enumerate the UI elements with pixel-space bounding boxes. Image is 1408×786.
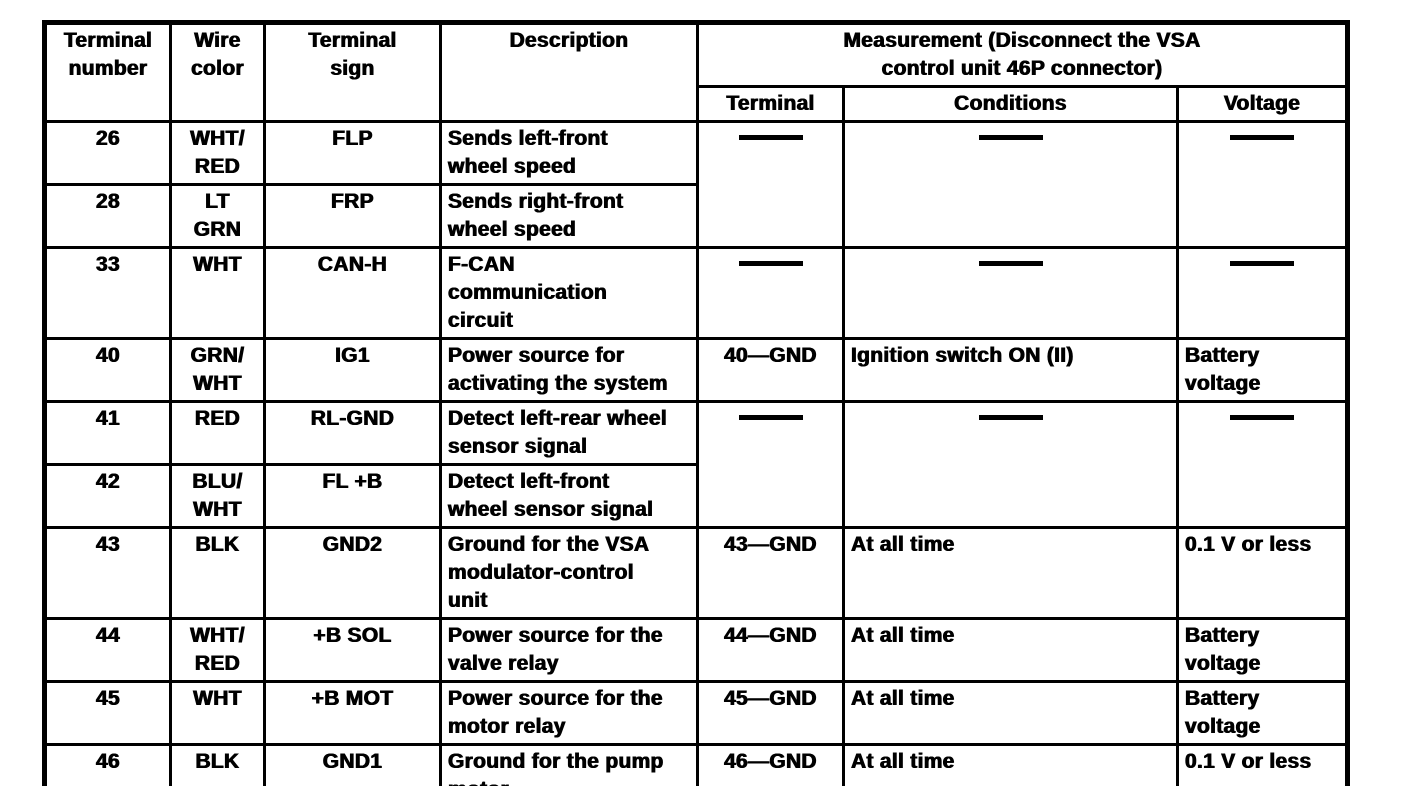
wire-color-cell: WHT xyxy=(169,246,266,340)
description-cell: Ground for the pump motor xyxy=(439,743,699,786)
terminal-sign-cell: RL-GND xyxy=(263,400,442,466)
measurement-voltage-cell: 0.1 V or less xyxy=(1175,743,1350,786)
description-cell: F-CAN communication circuit xyxy=(439,246,699,340)
measurement-terminal-cell xyxy=(696,120,845,249)
header-wire-color: Wire color xyxy=(169,21,266,123)
table-row-terminal-42: 42 BLU/ WHT FL +B Detect left-front whee… xyxy=(43,463,1348,529)
table-row-terminal-45: 45 WHT +B MOT Power source for the motor… xyxy=(43,680,1350,746)
measurement-terminal-cell: 40—GND xyxy=(696,337,845,403)
header-measurement-group: Measurement (Disconnect the VSA control … xyxy=(695,21,1350,88)
measurement-terminal-cell xyxy=(696,400,845,529)
measurement-terminal-cell: 46—GND xyxy=(696,743,845,786)
terminal-number-cell: 40 xyxy=(43,337,172,403)
measurement-voltage-cell xyxy=(1175,120,1350,249)
header-measurement-terminal: Terminal xyxy=(696,85,845,123)
terminal-number-cell: 44 xyxy=(43,617,172,683)
table-row-terminal-43: 43 BLK GND2 Ground for the VSA modulator… xyxy=(43,526,1350,620)
description-cell: Power source for activating the system xyxy=(439,337,699,403)
wire-color-cell: BLK xyxy=(169,743,266,786)
terminal-sign-cell: CAN-H xyxy=(263,246,442,340)
table-row-terminal-44: 44 WHT/ RED +B SOL Power source for the … xyxy=(43,617,1350,683)
terminal-sign-cell: FL +B xyxy=(263,463,442,529)
measurement-conditions-cell xyxy=(842,246,1179,340)
measurement-conditions-cell xyxy=(842,120,1179,249)
terminal-number-cell: 46 xyxy=(43,743,172,786)
wire-color-cell: LT GRN xyxy=(169,183,266,249)
measurement-voltage-cell xyxy=(1175,400,1350,529)
description-cell: Sends right-front wheel speed xyxy=(439,183,699,249)
terminal-number-cell: 28 xyxy=(43,183,172,249)
measurement-terminal-cell: 44—GND xyxy=(696,617,845,683)
terminal-sign-cell: FRP xyxy=(263,183,442,249)
wire-color-cell: BLU/ WHT xyxy=(169,463,266,529)
measurement-conditions-cell xyxy=(842,400,1179,529)
no-measurement-dash xyxy=(738,135,803,140)
header-terminal-number: Terminal number xyxy=(43,21,172,123)
terminal-wiring-table: Terminal number Wire color Terminal sign… xyxy=(42,20,1351,786)
measurement-terminal-cell: 43—GND xyxy=(696,526,845,620)
no-measurement-dash xyxy=(1230,415,1295,420)
measurement-conditions-cell: At all time xyxy=(842,680,1179,746)
no-measurement-dash xyxy=(1230,135,1295,140)
terminal-sign-cell: +B MOT xyxy=(263,680,442,746)
header-terminal-sign: Terminal sign xyxy=(263,21,442,123)
table-row-terminal-26: 26 WHT/ RED FLP Sends left-front wheel s… xyxy=(43,120,1350,249)
table-row-terminal-40: 40 GRN/ WHT IG1 Power source for activat… xyxy=(43,337,1350,403)
wire-color-cell: BLK xyxy=(169,526,266,620)
terminal-number-cell: 43 xyxy=(43,526,172,620)
description-cell: Ground for the VSA modulator-control uni… xyxy=(439,526,699,620)
table-row-terminal-41: 41 RED RL-GND Detect left-rear wheel sen… xyxy=(43,400,1350,529)
wire-color-cell: WHT/ RED xyxy=(169,617,266,683)
measurement-conditions-cell: At all time xyxy=(842,617,1179,683)
header-measurement-conditions: Conditions xyxy=(842,85,1179,123)
table-row-terminal-33: 33 WHT CAN-H F-CAN communication circuit xyxy=(43,246,1350,340)
table-header-row: Terminal number Wire color Terminal sign… xyxy=(43,21,1350,123)
wire-color-cell: WHT/ RED xyxy=(169,120,266,186)
wire-color-cell: RED xyxy=(169,400,266,466)
terminal-number-cell: 42 xyxy=(43,463,172,529)
measurement-voltage-cell: Battery voltage xyxy=(1175,680,1350,746)
no-measurement-dash xyxy=(978,135,1043,140)
terminal-sign-cell: GND2 xyxy=(263,526,442,620)
no-measurement-dash xyxy=(738,415,803,420)
no-measurement-dash xyxy=(978,415,1043,420)
terminal-number-cell: 33 xyxy=(43,246,172,340)
no-measurement-dash xyxy=(1230,261,1295,266)
terminal-number-cell: 41 xyxy=(43,400,172,466)
measurement-voltage-cell: Battery voltage xyxy=(1175,617,1350,683)
table-row-terminal-28: 28 LT GRN FRP Sends right-front wheel sp… xyxy=(43,183,1348,249)
measurement-voltage-cell: Battery voltage xyxy=(1175,337,1350,403)
table-subheader-row: Terminal Conditions Voltage xyxy=(45,85,1350,123)
terminal-number-cell: 26 xyxy=(43,120,172,186)
no-measurement-dash xyxy=(978,261,1043,266)
header-description: Description xyxy=(439,21,699,123)
description-cell: Detect left-rear wheel sensor signal xyxy=(439,400,699,466)
measurement-voltage-cell: 0.1 V or less xyxy=(1175,526,1350,620)
measurement-conditions-cell: Ignition switch ON (II) xyxy=(842,337,1179,403)
measurement-conditions-cell: At all time xyxy=(842,743,1179,786)
measurement-terminal-cell xyxy=(696,246,845,340)
measurement-voltage-cell xyxy=(1175,246,1350,340)
description-cell: Power source for the valve relay xyxy=(439,617,699,683)
header-measurement-voltage: Voltage xyxy=(1175,85,1350,123)
terminal-sign-cell: IG1 xyxy=(263,337,442,403)
wire-color-cell: WHT xyxy=(169,680,266,746)
measurement-conditions-cell: At all time xyxy=(842,526,1179,620)
terminal-number-cell: 45 xyxy=(43,680,172,746)
wire-color-cell: GRN/ WHT xyxy=(169,337,266,403)
table-row-terminal-46: 46 BLK GND1 Ground for the pump motor 46… xyxy=(43,743,1350,786)
terminal-sign-cell: FLP xyxy=(263,120,442,186)
description-cell: Sends left-front wheel speed xyxy=(439,120,699,186)
measurement-terminal-cell: 45—GND xyxy=(696,680,845,746)
terminal-sign-cell: +B SOL xyxy=(263,617,442,683)
description-cell: Power source for the motor relay xyxy=(439,680,699,746)
description-cell: Detect left-front wheel sensor signal xyxy=(439,463,699,529)
terminal-sign-cell: GND1 xyxy=(263,743,442,786)
no-measurement-dash xyxy=(738,261,803,266)
